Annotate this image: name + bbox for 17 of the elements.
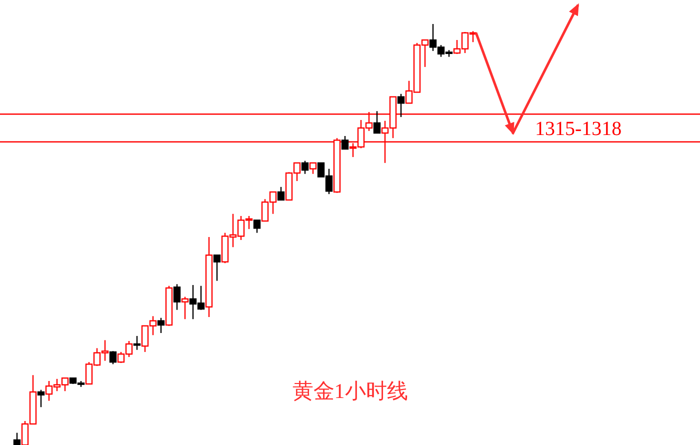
candlestick [109, 350, 117, 365]
candlestick [37, 389, 45, 408]
candlestick [277, 186, 285, 201]
candlestick [181, 296, 189, 320]
candlestick [397, 93, 405, 118]
candlestick [133, 335, 141, 350]
candlestick [341, 135, 349, 150]
candlestick [13, 432, 21, 445]
text: 黄金1小时线 [292, 379, 408, 403]
candlestick [309, 162, 317, 174]
candlestick [173, 284, 181, 310]
candlestick [213, 254, 221, 282]
candlestick [157, 317, 165, 334]
candlestick [253, 220, 261, 234]
candlestick [373, 110, 381, 134]
candlestick [301, 160, 309, 174]
text: 1315-1318 [535, 118, 622, 140]
